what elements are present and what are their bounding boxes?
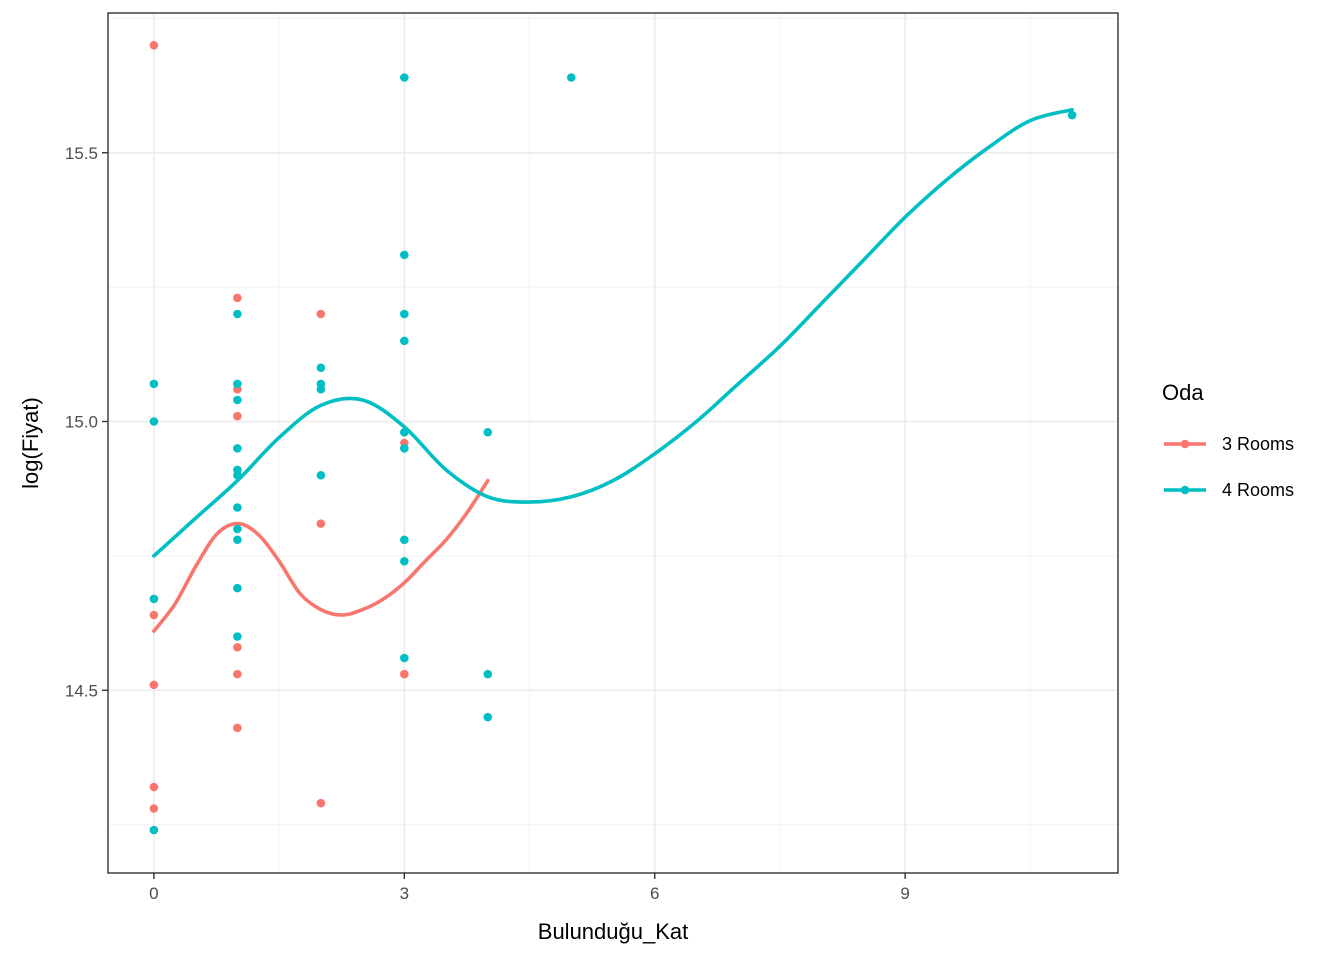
point-3-rooms (149, 782, 159, 792)
point-3-rooms (316, 309, 326, 319)
point-4-rooms (233, 444, 242, 453)
point-4-rooms (400, 250, 409, 260)
legend-label: 3 Rooms (1222, 434, 1294, 454)
point-4-rooms (400, 535, 409, 545)
point-4-rooms (233, 309, 242, 319)
point-3-rooms (400, 669, 409, 679)
grid-major (108, 13, 1118, 873)
point-4-rooms (233, 583, 242, 593)
point-4-rooms (316, 363, 326, 373)
point-4-rooms (233, 524, 242, 534)
point-3-rooms (233, 723, 242, 733)
point-3-rooms (233, 411, 242, 421)
y-axis: 14.5 15.0 15.5 (65, 144, 108, 700)
x-axis: 0 3 6 9 (149, 873, 910, 903)
point-4-rooms (233, 503, 242, 512)
x-tick-label: 0 (149, 884, 158, 903)
point-4-rooms (400, 427, 409, 437)
point-4-rooms (233, 535, 242, 545)
legend-title: Oda (1162, 380, 1204, 405)
legend-item-3-rooms: 3 Rooms (1164, 434, 1294, 454)
point-4-rooms (566, 73, 576, 82)
x-tick-label: 3 (400, 884, 409, 903)
point-3-rooms (233, 642, 242, 652)
legend-key-point (1180, 439, 1190, 449)
y-axis-title: log(Fiyat) (18, 397, 43, 489)
point-4-rooms (233, 379, 242, 389)
point-4-rooms (400, 653, 409, 663)
plot-border (107, 12, 1119, 874)
legend-item-4-rooms: 4 Rooms (1164, 480, 1294, 500)
point-4-rooms (483, 712, 493, 722)
x-axis-title: Bulunduğu_Kat (538, 919, 688, 944)
point-4-rooms (316, 384, 326, 394)
point-4-rooms (149, 825, 159, 835)
y-tick-label: 14.5 (65, 681, 98, 700)
point-4-rooms (233, 632, 242, 641)
point-4-rooms (233, 470, 242, 480)
legend-label: 4 Rooms (1222, 480, 1294, 500)
point-4-rooms (400, 309, 409, 319)
y-tick-label: 15.5 (65, 144, 98, 163)
point-4-rooms (1067, 110, 1077, 120)
point-4-rooms (233, 395, 242, 405)
legend-items: 3 Rooms 4 Rooms (1164, 434, 1294, 500)
smooth-line-4-rooms (152, 107, 1074, 558)
point-3-rooms (149, 610, 159, 620)
smooth-line-3-rooms (152, 478, 490, 633)
plot-panel (108, 13, 1118, 873)
point-3-rooms (149, 804, 159, 813)
point-4-rooms (149, 379, 159, 389)
point-4-rooms (483, 669, 493, 679)
point-3-rooms (149, 40, 159, 50)
point-4-rooms (316, 470, 326, 480)
y-tick-label: 15.0 (65, 413, 98, 432)
point-4-rooms (149, 594, 159, 604)
point-4-rooms (400, 336, 409, 346)
point-3-rooms (233, 669, 242, 679)
data-points (149, 40, 1077, 835)
point-4-rooms (400, 73, 409, 82)
point-3-rooms (233, 293, 242, 303)
point-4-rooms (400, 444, 409, 453)
point-4-rooms (149, 417, 159, 426)
smooth-lines (152, 107, 1074, 633)
point-3-rooms (316, 798, 326, 808)
point-3-rooms (149, 680, 159, 690)
point-4-rooms (483, 427, 493, 437)
x-tick-label: 9 (900, 884, 909, 903)
x-tick-label: 6 (650, 884, 659, 903)
point-4-rooms (400, 556, 409, 566)
legend-key-point (1180, 485, 1190, 495)
point-3-rooms (316, 519, 326, 528)
legend: Oda 3 Rooms 4 Rooms (1162, 380, 1294, 500)
